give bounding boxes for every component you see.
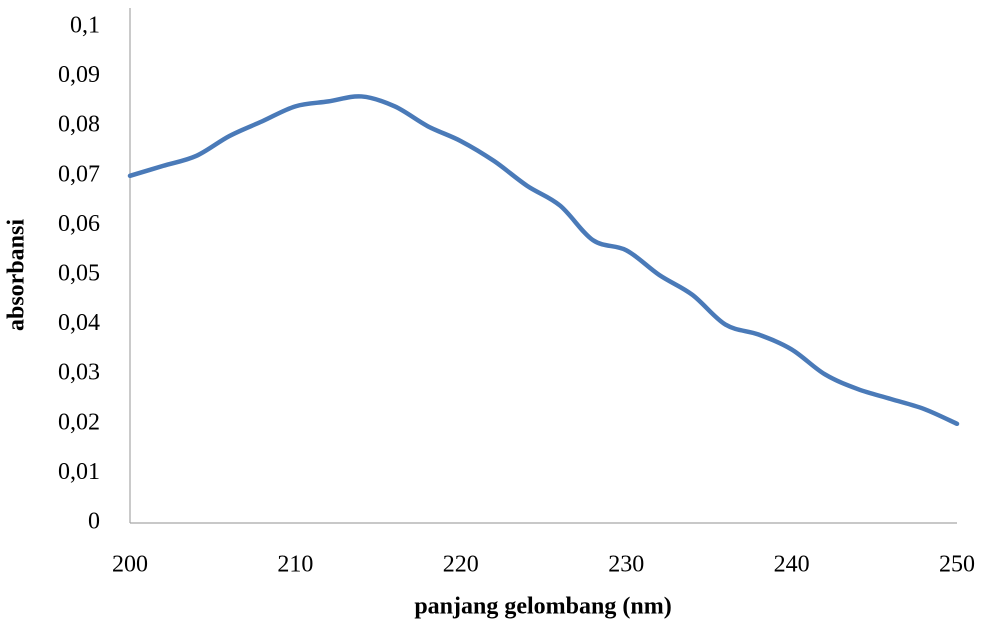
y-tick-label: 0,04 <box>58 310 100 336</box>
y-tick-label: 0,01 <box>58 459 100 485</box>
y-tick-label: 0,1 <box>70 13 100 39</box>
y-tick-label: 0,02 <box>58 409 100 435</box>
y-axis-title: absorbansi <box>4 219 30 331</box>
x-tick-label: 250 <box>939 552 975 578</box>
y-tick-label: 0,07 <box>58 161 100 187</box>
x-axis-title: panjang gelombang (nm) <box>414 594 671 620</box>
y-tick-label: 0,03 <box>58 360 100 386</box>
data-line <box>130 96 957 423</box>
y-tick-label: 0,06 <box>58 211 100 237</box>
chart: panjang gelombang (nm) absorbansi 0 0,01 0… <box>0 0 986 627</box>
y-tick-label: 0,05 <box>58 261 100 287</box>
page: panjang gelombang (nm) absorbansi 0 0,01 0… <box>0 0 986 627</box>
y-tick-label: 0,08 <box>58 112 100 138</box>
x-tick-label: 220 <box>443 552 479 578</box>
y-tick-label: 0,09 <box>58 62 100 88</box>
x-tick-label: 230 <box>608 552 644 578</box>
x-tick-label: 210 <box>277 552 313 578</box>
y-tick-label: 0 <box>88 509 100 535</box>
x-tick-label: 200 <box>112 552 148 578</box>
x-tick-label: 240 <box>774 552 810 578</box>
